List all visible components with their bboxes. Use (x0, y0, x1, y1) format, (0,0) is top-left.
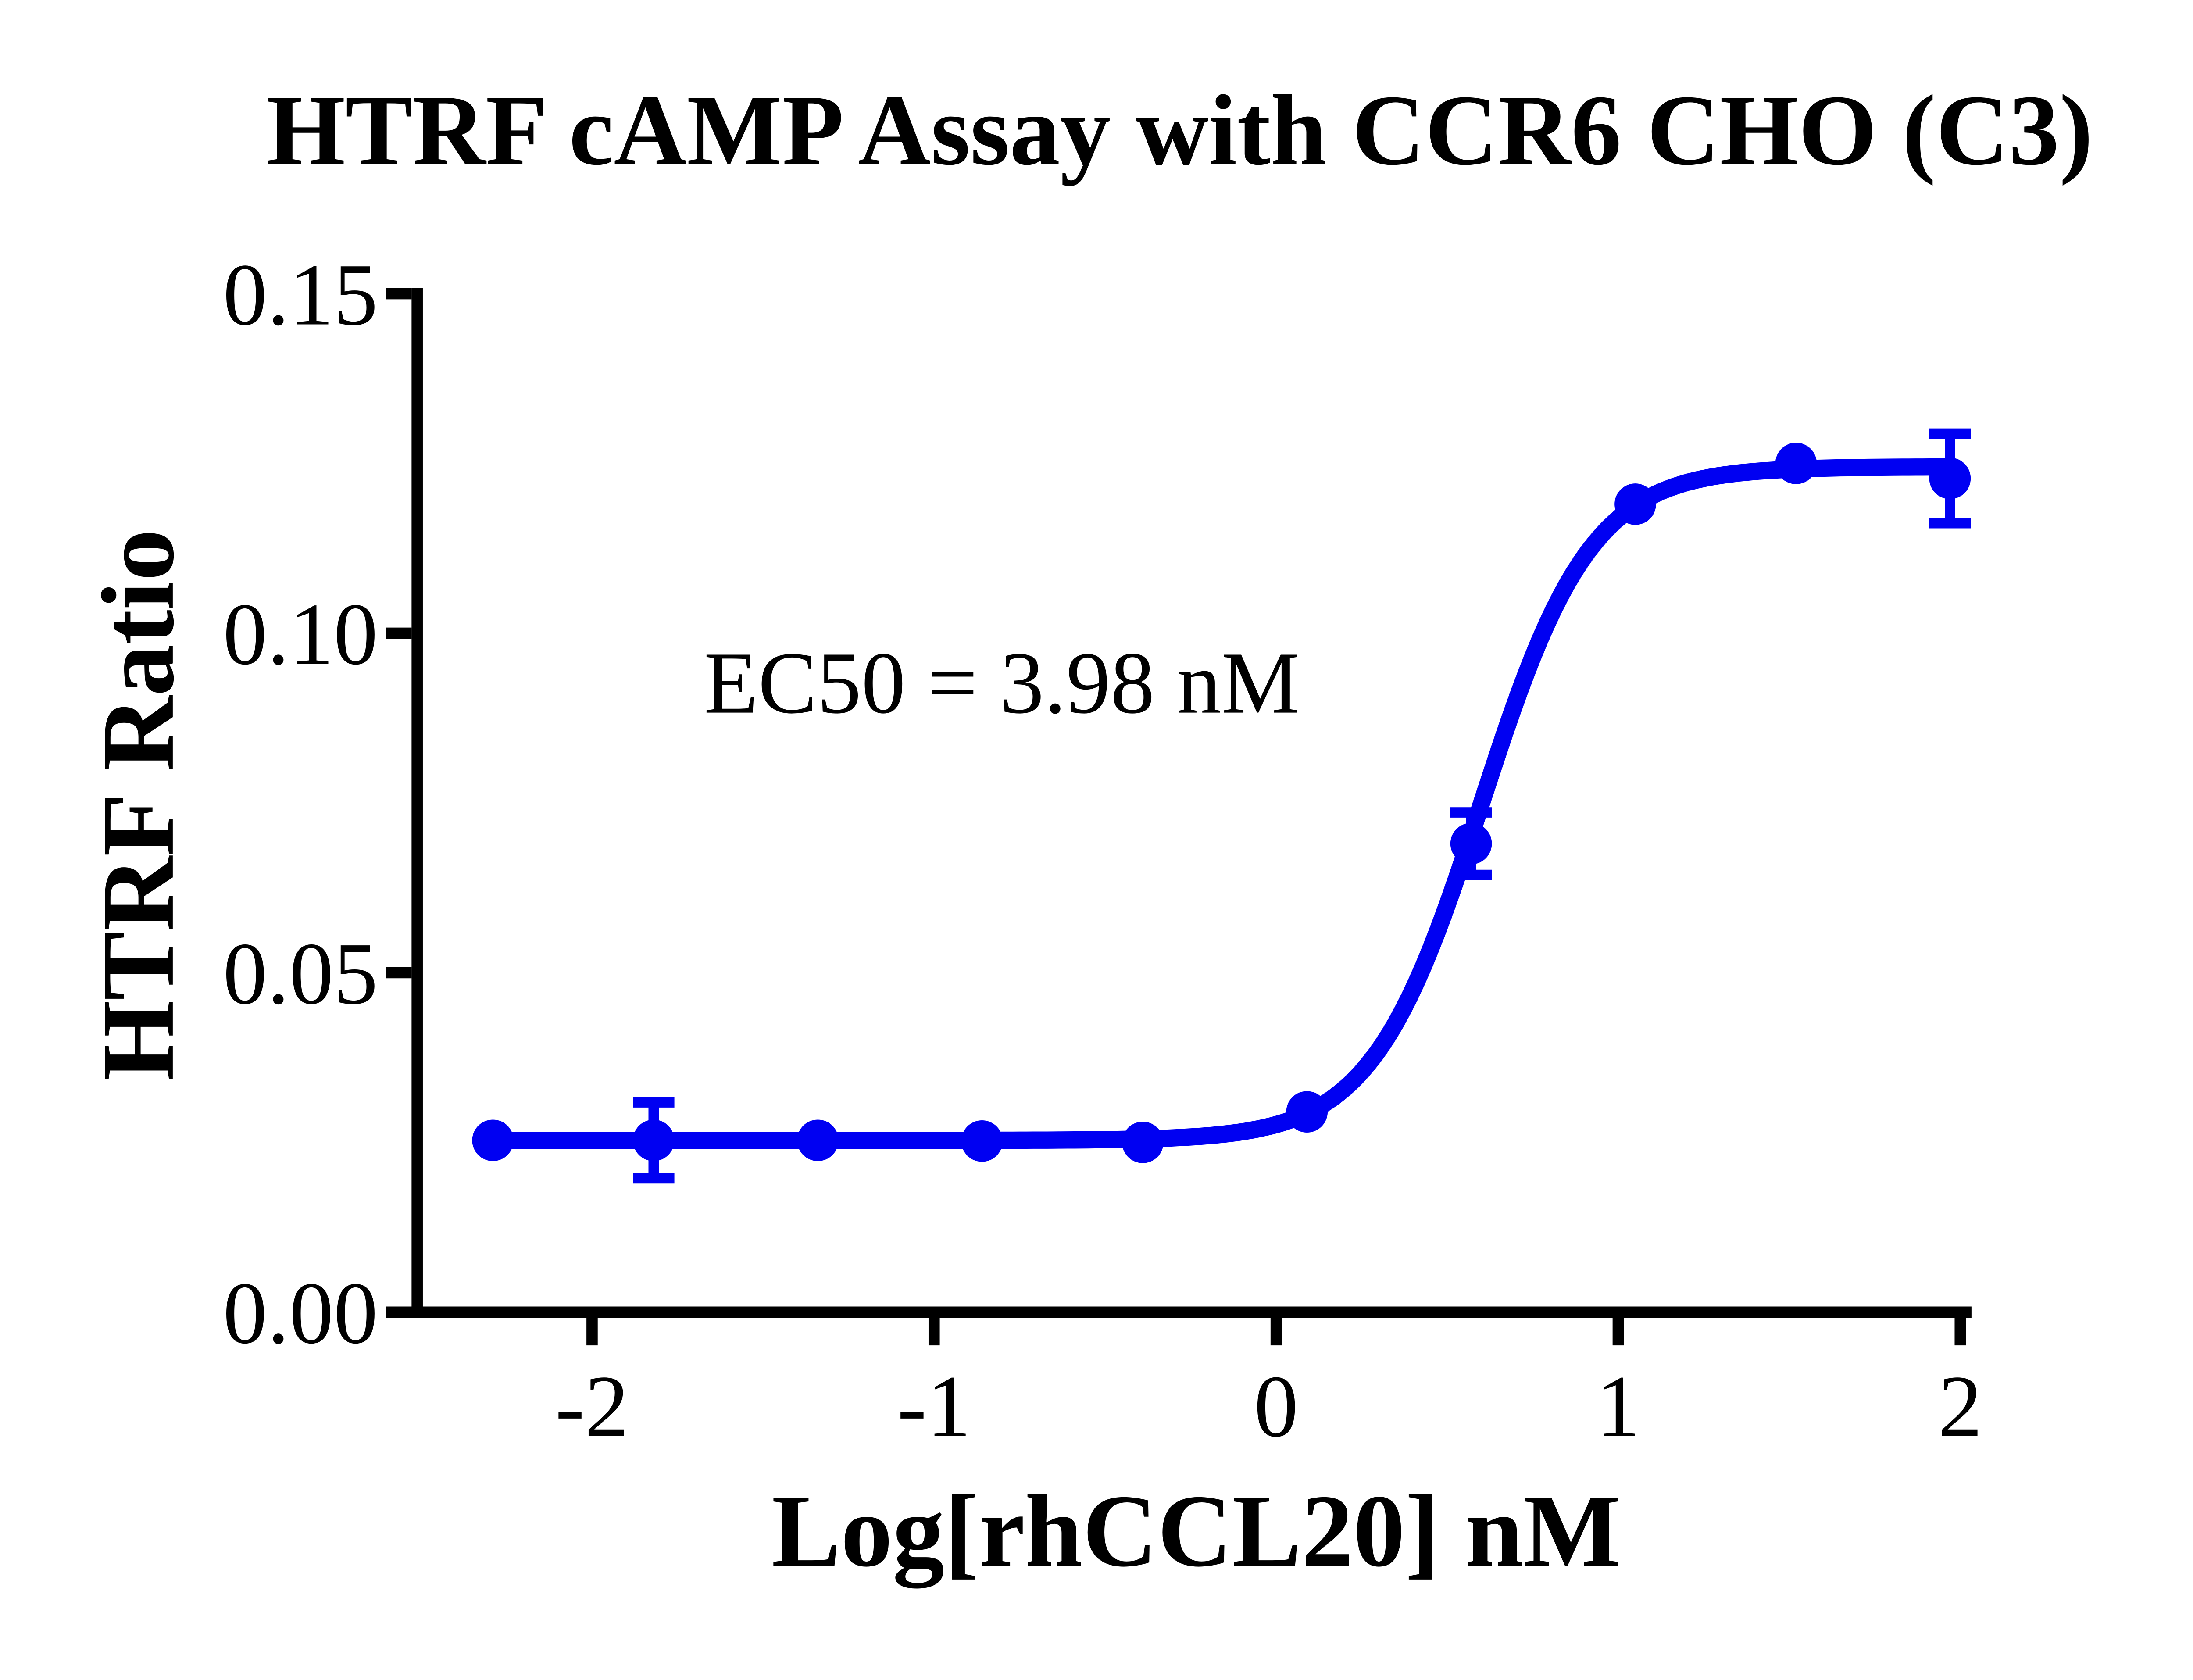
x-tick-label: 1 (1596, 1357, 1640, 1455)
data-point-marker (633, 1119, 675, 1161)
chart-title: HTRF cAMP Assay with CCR6 CHO (C3) (267, 74, 2093, 186)
x-axis-title: Log[rhCCL20] nM (771, 1473, 1621, 1588)
fit-curve (484, 458, 1959, 1149)
data-point-marker (1286, 1091, 1328, 1133)
axes: 0.00 0.05 0.10 0.15 -2 -1 0 1 2 (223, 245, 1982, 1455)
data-point-marker (797, 1119, 839, 1161)
x-tick-label: -2 (555, 1357, 629, 1455)
data-point-marker (1775, 443, 1817, 484)
y-tick-label: 0.10 (223, 585, 378, 683)
ec50-annotation: EC50 = 3.98 nM (704, 634, 1300, 732)
x-tick-label: 0 (1254, 1357, 1298, 1455)
x-tick-label: -1 (897, 1357, 971, 1455)
y-axis-title: HTRF Ratio (81, 529, 196, 1081)
x-tick-label: 2 (1938, 1357, 1982, 1455)
data-point-marker (472, 1119, 514, 1161)
data-series (472, 428, 1971, 1184)
data-point-marker (1929, 458, 1971, 499)
data-point-marker (1614, 483, 1656, 525)
y-tick-label: 0.15 (223, 245, 378, 343)
data-point-marker (1122, 1122, 1164, 1163)
data-point-marker (961, 1120, 1003, 1162)
y-tick-label: 0.05 (223, 924, 378, 1022)
data-point-marker (1450, 823, 1492, 865)
y-tick-label: 0.00 (223, 1264, 378, 1362)
